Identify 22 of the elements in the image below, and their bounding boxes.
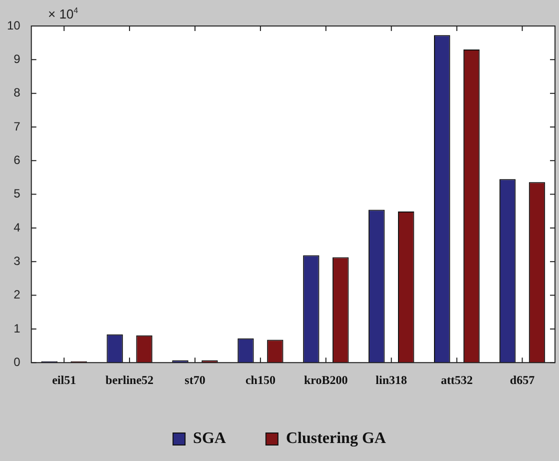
y-tick-label: 6 — [14, 152, 21, 167]
legend-label: Clustering GA — [286, 430, 386, 448]
y-tick-label: 3 — [14, 254, 21, 268]
y-tick-label: 5 — [14, 186, 21, 201]
x-tick-label: eil51 — [52, 372, 76, 387]
text: × 10$^{4}$ — [48, 6, 78, 22]
y-tick-label: 4 — [14, 220, 21, 234]
y-tick-label: 0 — [14, 354, 21, 369]
y-tick-label: 2 — [14, 288, 21, 302]
y-tick-label: 7 — [14, 119, 21, 134]
x-tick-label: st70 — [184, 372, 206, 387]
x-tick-label: ch150 — [245, 372, 276, 387]
x-tick-label: att532 — [440, 372, 473, 387]
x-tick-label: lin318 — [376, 372, 408, 387]
y-tick-label: 1 — [14, 321, 21, 336]
y-tick-label: 10 — [6, 18, 21, 32]
x-tick-label: d657 — [510, 372, 535, 387]
legend-label: SGA — [193, 430, 226, 448]
x-tick-label: kroB200 — [304, 372, 348, 387]
y-tick-label: 8 — [14, 86, 21, 100]
x-tick-label: berline52 — [106, 372, 154, 387]
y-tick-label: 9 — [14, 52, 21, 66]
